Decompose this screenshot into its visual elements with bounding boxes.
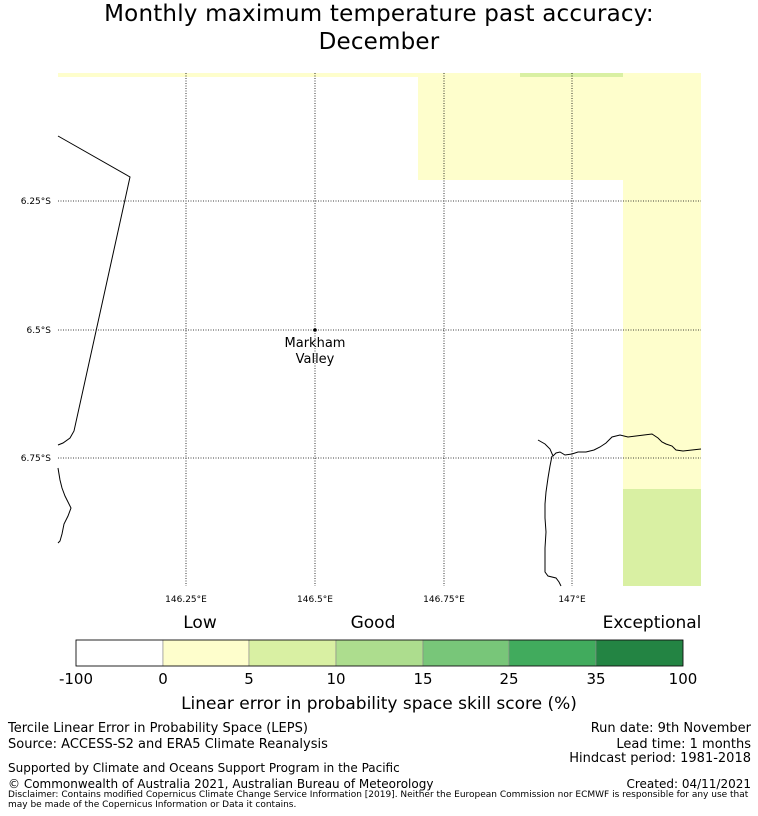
lat-label-6-25: 6.25°S: [21, 197, 52, 207]
colorbar-section-good: Good: [351, 613, 396, 633]
footer-disclaimer: Disclaimer: Contains modified Copernicus…: [8, 790, 749, 810]
colorbar-tick-15: 15: [413, 670, 432, 688]
lon-label-146-75: 146.75°E: [423, 595, 465, 605]
colorbar-tick-0: 0: [158, 670, 168, 688]
gridlines: [58, 73, 701, 586]
title-line-2: December: [318, 29, 440, 55]
colorbar-tick-100: 100: [669, 670, 698, 688]
place-name-line-2: Valley: [296, 352, 335, 367]
chart-title: Monthly maximum temperature past accurac…: [0, 0, 758, 56]
title-line-1: Monthly maximum temperature past accurac…: [104, 1, 654, 27]
place-marker-dot: [313, 328, 317, 332]
colorbar-frame: [75, 639, 684, 667]
cell-bottom-right-green: [623, 489, 701, 586]
footer-hindcast: Hindcast period: 1981-2018: [569, 751, 751, 766]
place-name-line-1: Markham: [285, 336, 346, 351]
cell-right-column: [623, 73, 701, 489]
colorbar: [75, 639, 684, 667]
colorbar-swatch-15-25: [422, 639, 510, 667]
lon-label-146-5: 146.5°E: [297, 595, 333, 605]
cell-top-strip: [58, 73, 418, 77]
footer-created: Created: 04/11/2021: [626, 777, 751, 791]
footer-copyright: © Commonwealth of Australia 2021, Austra…: [8, 777, 434, 791]
coastline-southeast: [537, 433, 702, 457]
footer-source: Source: ACCESS-S2 and ERA5 Climate Reana…: [8, 737, 328, 752]
coastline-west: [57, 135, 131, 446]
colorbar-section-exceptional: Exceptional: [603, 613, 702, 633]
colorbar-swatch-neg100-0: [75, 639, 164, 667]
colorbar-section-low: Low: [183, 613, 217, 633]
lon-label-147: 147°E: [558, 595, 586, 605]
footer-support: Supported by Climate and Oceans Support …: [8, 761, 400, 775]
skill-cells: [58, 73, 701, 586]
colorbar-swatch-10-15: [335, 639, 424, 667]
colorbar-tick-neg100: -100: [59, 670, 93, 688]
footer-run-date: Run date: 9th November: [590, 721, 751, 736]
cell-top-right-block: [418, 73, 623, 180]
colorbar-title: Linear error in probability space skill …: [181, 694, 577, 714]
colorbar-swatch-35-100: [595, 639, 684, 667]
colorbar-tick-35: 35: [586, 670, 605, 688]
colorbar-tick-5: 5: [244, 670, 254, 688]
footer-lead-time: Lead time: 1 months: [616, 737, 751, 752]
footer-method: Tercile Linear Error in Probability Spac…: [8, 721, 308, 736]
coastline-southwest: [57, 467, 72, 544]
coastlines: [57, 135, 702, 587]
cell-top-green-strip: [520, 73, 623, 77]
colorbar-tick-10: 10: [326, 670, 345, 688]
coastline-river: [544, 455, 562, 587]
lon-label-146-25: 146.25°E: [165, 595, 207, 605]
colorbar-swatch-25-35: [508, 639, 597, 667]
colorbar-tick-25: 25: [499, 670, 518, 688]
colorbar-swatch-0-5: [162, 639, 250, 667]
lat-label-6-75: 6.75°S: [21, 454, 52, 464]
colorbar-swatch-5-10: [248, 639, 337, 667]
lat-label-6-5: 6.5°S: [26, 326, 51, 336]
